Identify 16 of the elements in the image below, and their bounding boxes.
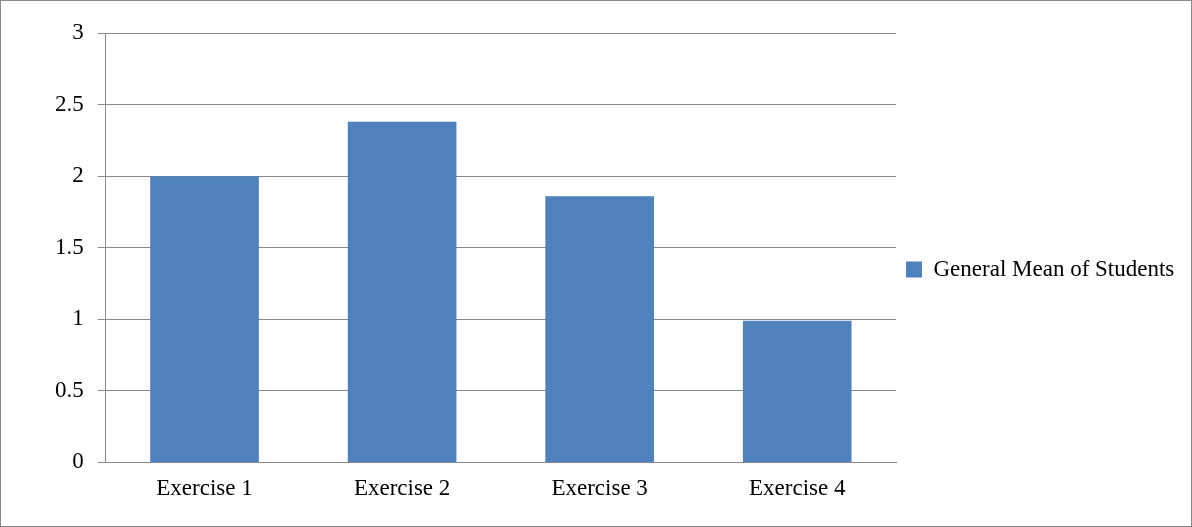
y-tick-label: 0.5 [55, 376, 84, 402]
x-tick-label: Exercise 3 [551, 475, 648, 501]
bar [150, 176, 259, 462]
x-tick-label: Exercise 4 [749, 475, 846, 501]
legend-label: General Mean of Students [933, 255, 1175, 281]
x-tick-label: Exercise 2 [353, 475, 451, 501]
y-tick-label: 0 [72, 448, 84, 474]
bar [545, 196, 654, 462]
y-tick-label: 2 [72, 162, 84, 188]
bar [742, 320, 852, 462]
y-tick-label: 2.5 [55, 90, 84, 116]
y-tick-label: 1.5 [55, 233, 84, 259]
x-tick-label: Exercise 1 [156, 475, 253, 501]
bar [347, 121, 457, 462]
y-tick-label: 3 [72, 19, 84, 45]
y-tick-label: 1 [72, 305, 84, 331]
